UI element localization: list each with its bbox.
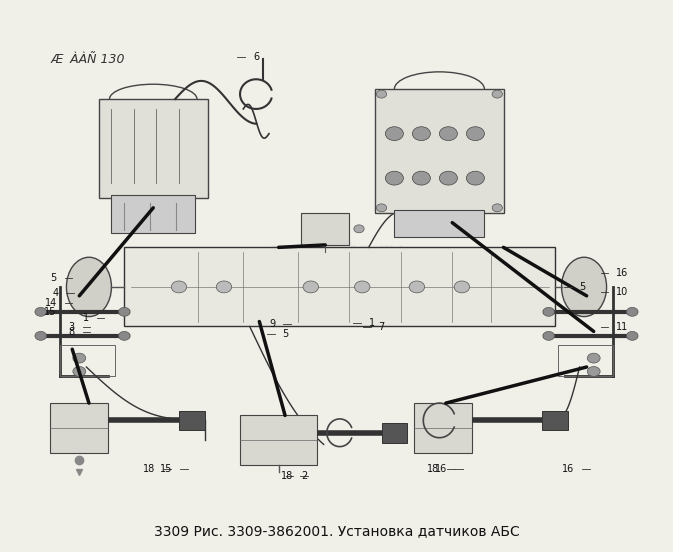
FancyBboxPatch shape xyxy=(542,411,568,431)
Text: 6: 6 xyxy=(253,52,259,62)
Ellipse shape xyxy=(561,257,606,317)
Text: Æ  ÀÀÑ 130: Æ ÀÀÑ 130 xyxy=(50,53,125,66)
Text: 15: 15 xyxy=(160,464,172,474)
Text: 10: 10 xyxy=(616,287,629,297)
Text: 18: 18 xyxy=(281,471,293,481)
FancyBboxPatch shape xyxy=(50,403,108,453)
Text: 14: 14 xyxy=(44,298,57,308)
Circle shape xyxy=(73,353,85,363)
Text: 7: 7 xyxy=(378,322,384,332)
Circle shape xyxy=(118,331,130,341)
Circle shape xyxy=(413,171,430,185)
Text: 11: 11 xyxy=(616,322,629,332)
Circle shape xyxy=(35,331,46,341)
Text: 4: 4 xyxy=(52,288,59,298)
Text: 16: 16 xyxy=(435,464,447,474)
FancyBboxPatch shape xyxy=(382,423,407,443)
Text: 2: 2 xyxy=(301,471,308,481)
Circle shape xyxy=(588,353,600,363)
FancyBboxPatch shape xyxy=(414,403,472,453)
Text: 9: 9 xyxy=(269,319,275,329)
FancyBboxPatch shape xyxy=(98,99,208,198)
Circle shape xyxy=(409,281,425,293)
Text: 18: 18 xyxy=(427,464,439,474)
Circle shape xyxy=(627,331,638,341)
Circle shape xyxy=(171,281,186,293)
Circle shape xyxy=(355,281,370,293)
Circle shape xyxy=(466,127,485,141)
Circle shape xyxy=(354,225,364,233)
Circle shape xyxy=(303,281,318,293)
FancyBboxPatch shape xyxy=(375,89,503,213)
Text: 5: 5 xyxy=(283,329,289,339)
FancyBboxPatch shape xyxy=(125,247,555,326)
Text: 5: 5 xyxy=(50,273,57,283)
Circle shape xyxy=(376,90,387,98)
FancyBboxPatch shape xyxy=(394,210,485,237)
Text: 16: 16 xyxy=(562,464,575,474)
Text: 1: 1 xyxy=(83,312,89,322)
Text: 3309 Рис. 3309-3862001. Установка датчиков АБС: 3309 Рис. 3309-3862001. Установка датчик… xyxy=(153,524,520,538)
Text: 8: 8 xyxy=(69,327,75,337)
FancyBboxPatch shape xyxy=(240,416,317,465)
Circle shape xyxy=(439,127,458,141)
FancyBboxPatch shape xyxy=(301,213,349,245)
Circle shape xyxy=(588,367,600,376)
Circle shape xyxy=(386,127,403,141)
Circle shape xyxy=(454,281,470,293)
Circle shape xyxy=(73,367,85,376)
Circle shape xyxy=(376,204,387,212)
Circle shape xyxy=(543,331,555,341)
Circle shape xyxy=(118,307,130,316)
Circle shape xyxy=(439,171,458,185)
Text: 16: 16 xyxy=(616,268,629,278)
Text: 1: 1 xyxy=(369,317,375,327)
FancyBboxPatch shape xyxy=(112,195,195,232)
Circle shape xyxy=(543,307,555,316)
Ellipse shape xyxy=(67,257,112,317)
Circle shape xyxy=(413,127,430,141)
Text: autopits.ru: autopits.ru xyxy=(269,240,404,264)
Text: 5: 5 xyxy=(579,282,586,292)
Circle shape xyxy=(35,307,46,316)
Circle shape xyxy=(466,171,485,185)
FancyBboxPatch shape xyxy=(179,411,205,431)
Text: 15: 15 xyxy=(44,307,57,317)
Circle shape xyxy=(627,307,638,316)
Text: 3: 3 xyxy=(69,322,75,332)
Circle shape xyxy=(386,171,403,185)
Circle shape xyxy=(216,281,232,293)
Circle shape xyxy=(492,90,502,98)
Circle shape xyxy=(492,204,502,212)
Text: 18: 18 xyxy=(143,464,155,474)
